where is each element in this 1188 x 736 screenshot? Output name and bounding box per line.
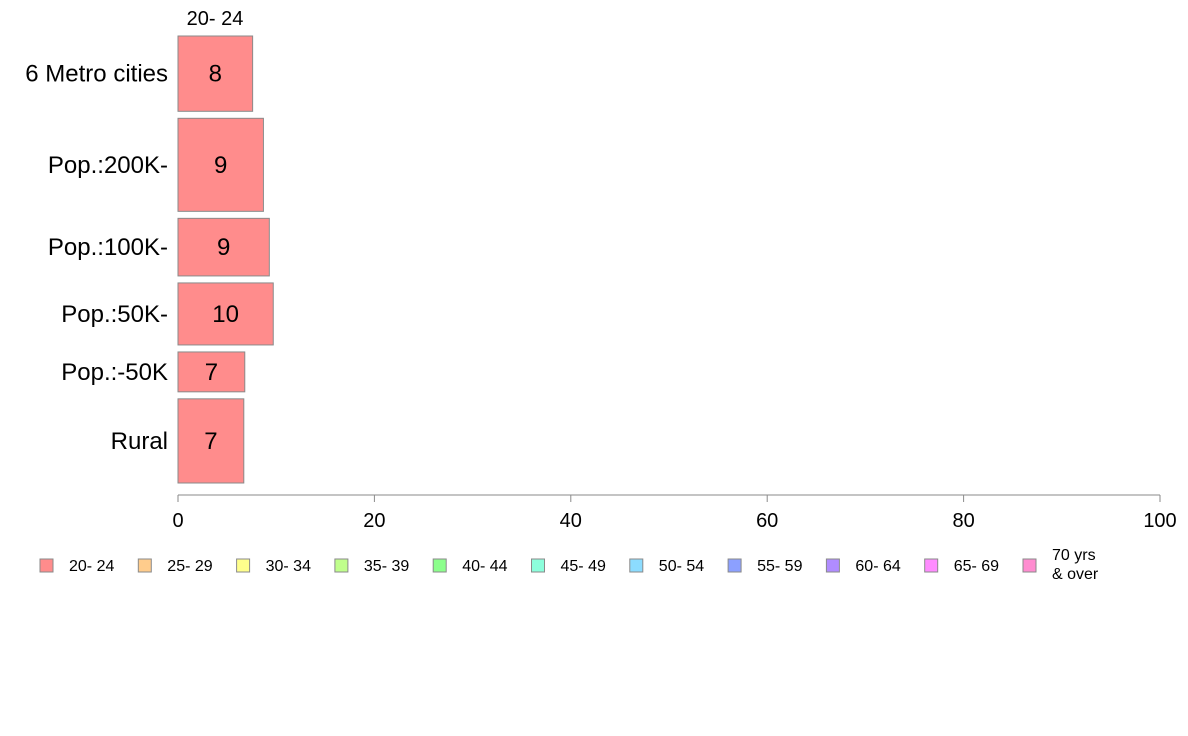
legend-label: 45- 49 bbox=[561, 558, 606, 575]
category-label: Pop.:-50K bbox=[61, 359, 168, 386]
legend-swatch bbox=[334, 558, 349, 573]
bar-segment bbox=[177, 282, 274, 346]
legend-label: 35- 39 bbox=[364, 558, 409, 575]
legend-label: 50- 54 bbox=[659, 558, 704, 575]
bar-value-label: 7 bbox=[205, 359, 218, 386]
category-label: Pop.:200K- bbox=[48, 152, 168, 179]
bars-layer: 20- 24 6 Metro cities 8 Pop.:200K- 9 Pop.:100… bbox=[25, 8, 274, 484]
bar-segment bbox=[177, 351, 246, 393]
legend-swatch bbox=[924, 558, 939, 573]
bar-value-label: 9 bbox=[214, 152, 227, 179]
legend-swatch bbox=[825, 558, 840, 573]
x-tick-label: 0 bbox=[172, 510, 183, 532]
bar-segment bbox=[177, 398, 245, 484]
legend-swatch bbox=[727, 558, 742, 573]
legend-label: 25- 29 bbox=[167, 558, 212, 575]
x-tick-label: 40 bbox=[560, 510, 582, 532]
legend-swatch bbox=[236, 558, 251, 573]
legend-swatch bbox=[39, 558, 54, 573]
bar-value-label: 7 bbox=[204, 428, 217, 455]
category-label: 6 Metro cities bbox=[25, 61, 168, 88]
legend-swatch bbox=[137, 558, 152, 573]
x-tick-label: 100 bbox=[1143, 510, 1176, 532]
legend-label: 20- 24 bbox=[69, 558, 114, 575]
category-label: Rural bbox=[111, 428, 168, 455]
legend-label: 70 yrs & over bbox=[1052, 547, 1099, 583]
legend: 20- 24 25- 29 30- 34 35- 39 40- 44 45- 49 50- … bbox=[39, 547, 1099, 583]
bar-value-label: 9 bbox=[217, 234, 230, 261]
column-header: 20- 24 bbox=[187, 8, 244, 30]
legend-swatch bbox=[1022, 558, 1037, 573]
legend-label: 60- 64 bbox=[855, 558, 900, 575]
x-axis: 0 20 40 60 80 100 bbox=[172, 494, 1177, 532]
legend-swatch bbox=[531, 558, 545, 573]
x-tick-label: 20 bbox=[363, 510, 385, 532]
bar-value-label: 10 bbox=[212, 301, 239, 328]
x-tick-label: 60 bbox=[756, 510, 778, 532]
bar-value-label: 8 bbox=[209, 61, 222, 88]
bar-segment bbox=[177, 35, 254, 112]
x-tick-label: 80 bbox=[952, 510, 974, 532]
legend-label: 65- 69 bbox=[954, 558, 999, 575]
legend-swatch bbox=[432, 558, 447, 573]
legend-label: 55- 59 bbox=[757, 558, 802, 575]
legend-swatch bbox=[629, 558, 644, 573]
legend-label: 30- 34 bbox=[266, 558, 311, 575]
category-label: Pop.:50K- bbox=[61, 301, 168, 328]
bar-segment bbox=[177, 117, 264, 212]
bar-segment bbox=[177, 217, 270, 277]
category-label: Pop.:100K- bbox=[48, 234, 168, 261]
legend-label: 40- 44 bbox=[462, 558, 507, 575]
